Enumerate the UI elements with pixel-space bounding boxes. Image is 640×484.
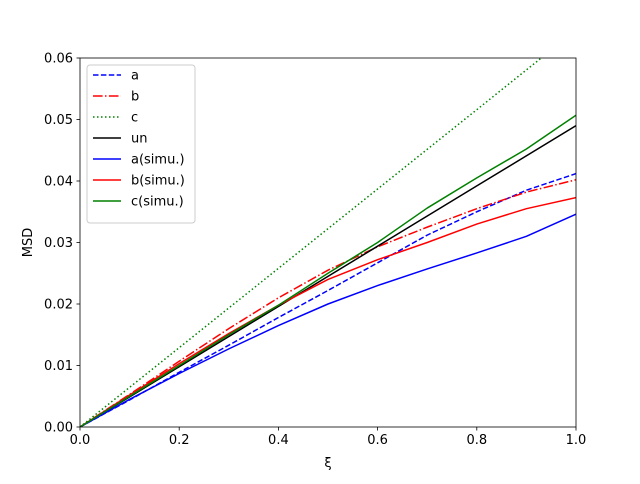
y-tick-label: 0.05 xyxy=(44,113,73,128)
legend-label-3: un xyxy=(131,132,147,147)
x-axis-label: ξ xyxy=(324,456,331,471)
y-tick-label: 0.01 xyxy=(44,359,73,374)
x-tick-label: 0.0 xyxy=(70,433,91,448)
legend-label-4: a(simu.) xyxy=(131,153,185,168)
series-line-1 xyxy=(80,179,576,427)
x-tick-label: 0.6 xyxy=(367,433,388,448)
legend: abc un a(simu.) b(simu.) c(simu.) xyxy=(86,64,196,224)
series-line-5 xyxy=(80,196,576,427)
legend-label-1: b xyxy=(131,90,139,105)
series-layer xyxy=(80,58,576,427)
y-tick-label: 0.04 xyxy=(44,175,73,190)
y-tick-label: 0.02 xyxy=(44,298,73,313)
x-tick-label: 0.8 xyxy=(466,433,487,448)
x-tick-label: 0.2 xyxy=(169,433,190,448)
y-tick-label: 0.03 xyxy=(44,236,73,251)
x-tick-label: 0.4 xyxy=(268,433,289,448)
legend-label-5: b(simu.) xyxy=(131,174,185,189)
series-line-4 xyxy=(80,213,576,427)
x-tick-label: 1.0 xyxy=(566,433,587,448)
legend-box xyxy=(86,64,196,224)
legend-label-2: c xyxy=(131,111,138,126)
series-line-0 xyxy=(80,172,576,427)
y-tick-label: 0.06 xyxy=(44,52,73,67)
legend-label-0: a xyxy=(131,69,139,84)
y-axis-label: MSD xyxy=(21,228,36,257)
y-tick-label: 0.00 xyxy=(44,421,73,436)
axes-layer: 0.0 0.2 0.4 0.6 0.8 1.0 0.00 0.01 0.02 0.03 0.04 0.… xyxy=(44,52,586,449)
legend-label-6: c(simu.) xyxy=(131,195,184,210)
series-line-6 xyxy=(80,114,576,427)
series-line-3 xyxy=(80,125,576,427)
